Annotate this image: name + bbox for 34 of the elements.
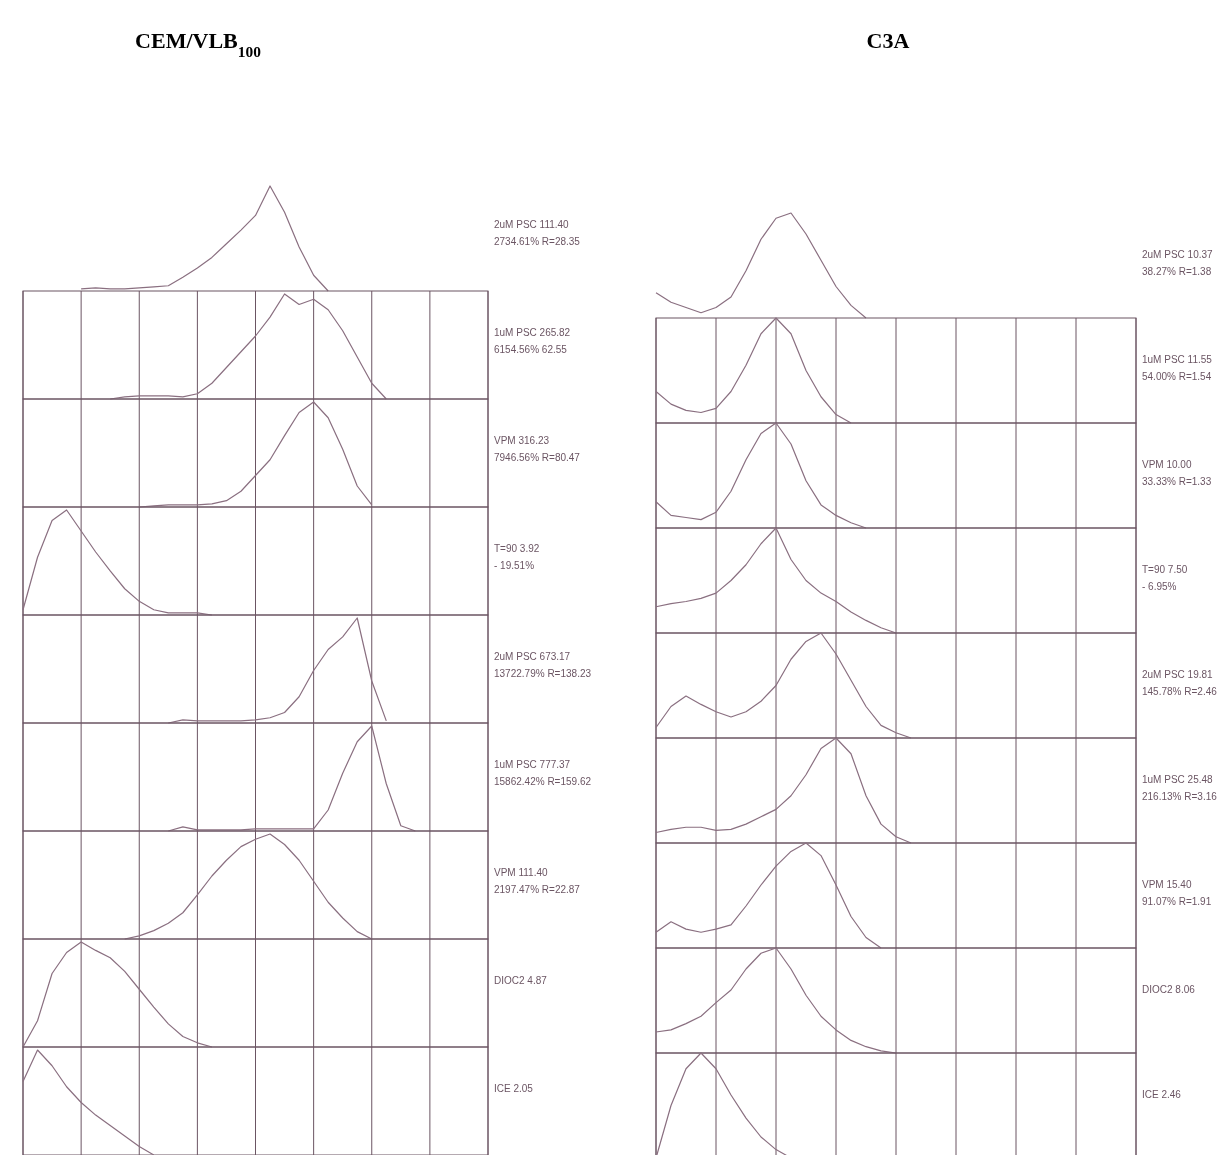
text: ICE 2.46 (1142, 1089, 1182, 1100)
text: VPM 316.23 (494, 435, 550, 446)
annotation: 38.27% R=1.38 (1142, 266, 1212, 277)
text: 2uM PSC 673.17 (494, 651, 571, 662)
text: 54.00% R=1.54 (1142, 371, 1212, 382)
text: VPM 10.00 (1142, 459, 1192, 470)
text: 15862.42% R=159.62 (494, 776, 592, 787)
chart-title: C3A (866, 28, 910, 53)
text: 216.13% R=3.16 (1142, 791, 1217, 802)
text: T=90 7.50 (1142, 564, 1188, 575)
text: 7946.56% R=80.47 (494, 452, 581, 463)
text: T=90 3.92 (494, 543, 540, 554)
text: - 6.95% (1142, 581, 1177, 592)
text: 1uM PSC 25.48 (1142, 774, 1214, 785)
text: 2uM PSC 19.81 (1142, 669, 1214, 680)
text: DIOC2 8.06 (1142, 984, 1196, 995)
text: 91.07% R=1.91 (1142, 896, 1212, 907)
text: VPM 15.40 (1142, 879, 1192, 890)
annotation: 2uM PSC 111.40 (494, 219, 570, 230)
text: ICE 2.05 (494, 1083, 534, 1094)
text: 1uM PSC 11.55 (1142, 354, 1213, 365)
text: 145.78% R=2.46 (1142, 686, 1217, 697)
text: 1uM PSC 265.82 (494, 327, 571, 338)
chart-title: CEM/VLB$_{100}$ (135, 28, 262, 60)
text: 33.33% R=1.33 (1142, 476, 1212, 487)
text: 13722.79% R=138.23 (494, 668, 592, 679)
text: 6154.56% 62.55 (494, 344, 568, 355)
text: - 19.51% (494, 560, 535, 571)
text: 2197.47% R=22.87 (494, 884, 581, 895)
text: 1uM PSC 777.37 (494, 759, 571, 770)
annotation: 2uM PSC 10.37 (1142, 249, 1214, 260)
annotation: 2734.61% R=28.35 (494, 236, 581, 247)
text: DIOC2 4.87 (494, 975, 548, 986)
text: VPM 111.40 (494, 867, 548, 878)
